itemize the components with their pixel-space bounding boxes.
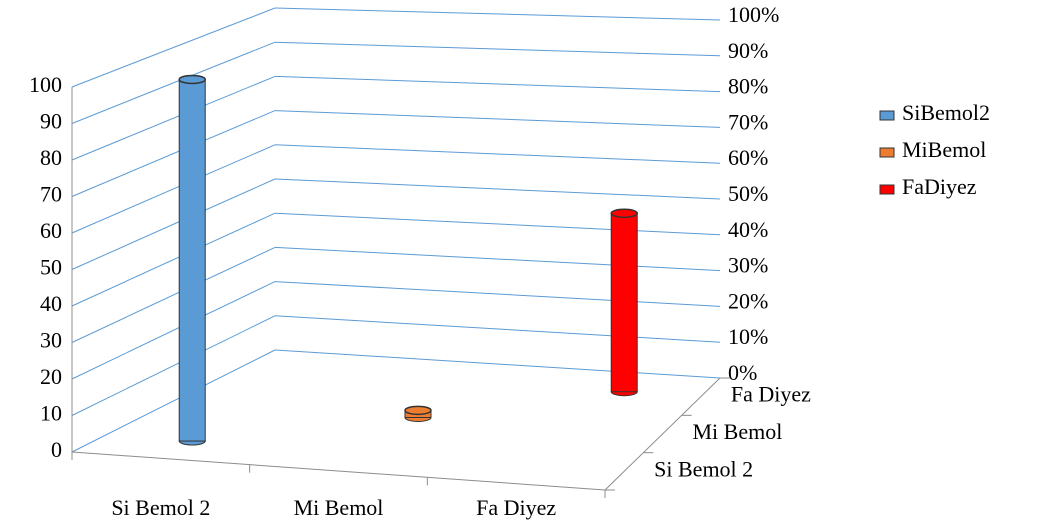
- grid-line: [274, 41, 721, 57]
- y2-tick-label: 30%: [728, 253, 768, 278]
- depth-tick-label: Mi Bemol: [693, 419, 783, 444]
- depth-axis: [604, 377, 721, 491]
- grid-line: [274, 144, 721, 164]
- y2-tick-label: 90%: [728, 38, 768, 63]
- y2-tick-label: 0%: [728, 360, 757, 385]
- grid-line: [71, 41, 276, 124]
- bar: [610, 212, 638, 393]
- legend-label: FaDiyez: [902, 174, 977, 199]
- legend-label: SiBemol2: [902, 100, 990, 125]
- y-tick-label: 0: [51, 437, 62, 462]
- grid-line: [71, 75, 276, 161]
- grid-line: [71, 349, 276, 453]
- grid-line: [71, 212, 276, 307]
- grid-line: [71, 246, 276, 343]
- x-tick-label: Si Bemol 2: [111, 495, 210, 520]
- y-tick-label: 10: [40, 401, 62, 426]
- y-tick-label: 90: [40, 109, 62, 134]
- bar-top: [404, 405, 432, 416]
- y-tick-label: 100: [29, 72, 62, 97]
- y-tick-label: 20: [40, 364, 62, 389]
- depth-tick-label: Si Bemol 2: [654, 456, 753, 481]
- grid-line: [71, 110, 276, 197]
- grid-line: [274, 178, 721, 200]
- x-tick-label: Fa Diyez: [476, 495, 556, 520]
- y-tick-label: 70: [40, 182, 62, 207]
- grid-line: [71, 281, 276, 380]
- y-tick-label: 30: [40, 328, 62, 353]
- y2-tick-label: 60%: [728, 145, 768, 170]
- y-tick-label: 50: [40, 255, 62, 280]
- grid-line: [274, 7, 721, 21]
- grid-line: [274, 349, 721, 379]
- y2-tick-label: 50%: [728, 181, 768, 206]
- legend-swatch: [879, 110, 895, 121]
- y2-tick-label: 80%: [728, 74, 768, 99]
- grid-line: [274, 75, 721, 93]
- y2-tick-label: 10%: [728, 324, 768, 349]
- y2-tick-label: 70%: [728, 109, 768, 134]
- depth-tick-label: Fa Diyez: [731, 382, 811, 407]
- y-tick-label: 80: [40, 145, 62, 170]
- y-tick-label: 60: [40, 218, 62, 243]
- y-tick-label: 40: [40, 291, 62, 316]
- legend-swatch: [879, 184, 895, 195]
- bar-top: [178, 74, 206, 85]
- grid-line: [71, 7, 276, 88]
- legend-label: MiBemol: [902, 137, 986, 162]
- x-axis: [71, 451, 606, 491]
- x-tick-label: Mi Bemol: [294, 495, 384, 520]
- y2-tick-label: 100%: [728, 2, 779, 27]
- grid-line: [274, 315, 721, 343]
- grid-line: [274, 212, 721, 236]
- grid-line: [71, 315, 276, 416]
- grid-line: [274, 246, 721, 272]
- bar: [178, 78, 206, 442]
- grid-line: [274, 281, 721, 307]
- y2-tick-label: 40%: [728, 217, 768, 242]
- bar-top: [610, 208, 638, 218]
- grid-line: [274, 110, 721, 128]
- legend-swatch: [879, 147, 895, 158]
- grid-line: [71, 178, 276, 270]
- grid-line: [71, 144, 276, 234]
- y2-tick-label: 20%: [728, 288, 768, 313]
